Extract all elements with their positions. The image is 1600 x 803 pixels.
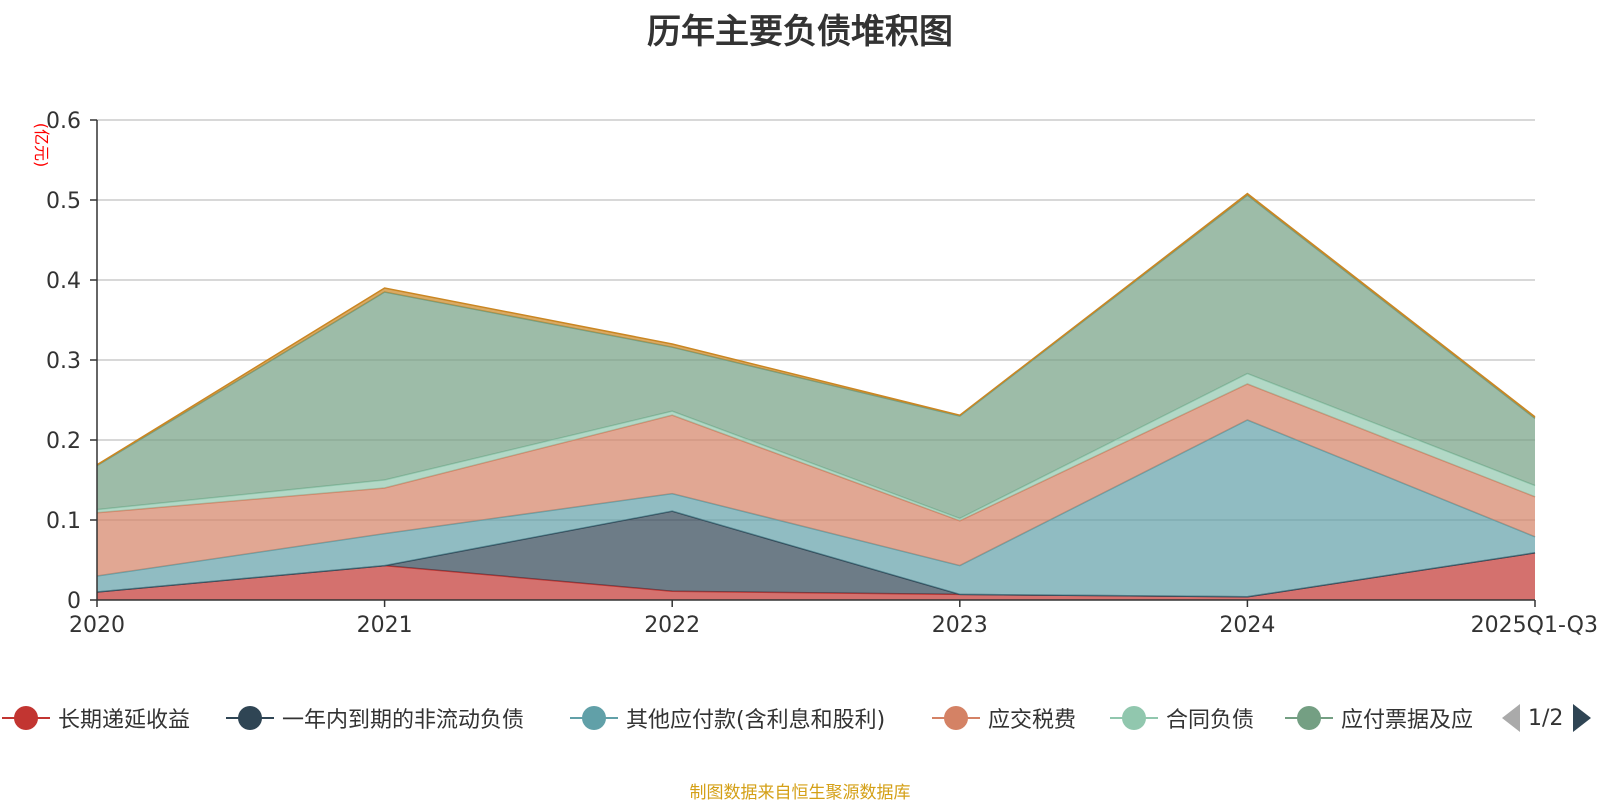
area-series-1 bbox=[97, 511, 1535, 597]
x-tick-label: 2022 bbox=[644, 613, 700, 638]
legend-item[interactable]: 长期递延收益 bbox=[0, 700, 190, 736]
y-tick-label: 0.6 bbox=[46, 109, 81, 134]
area-series-2 bbox=[97, 420, 1535, 597]
x-tick-label: 2020 bbox=[69, 613, 125, 638]
legend-next-page-icon[interactable] bbox=[1573, 704, 1592, 732]
legend-swatch-icon bbox=[930, 700, 982, 736]
legend-item[interactable]: 一年内到期的非流动负债 bbox=[224, 700, 524, 736]
legend-item[interactable]: 应交税费 bbox=[930, 700, 1076, 736]
line-series-6 bbox=[96, 192, 1536, 466]
area-series-0 bbox=[97, 552, 1535, 600]
legend-item[interactable]: 应付票据及应 bbox=[1283, 700, 1473, 736]
source-note: 制图数据来自恒生聚源数据库 bbox=[689, 783, 911, 803]
legend-pager: 1/2 bbox=[1502, 700, 1592, 736]
legend-label: 一年内到期的非流动负债 bbox=[282, 708, 525, 733]
legend-label: 应交税费 bbox=[988, 708, 1077, 733]
area-series-5 bbox=[97, 195, 1535, 519]
y-tick-label: 0 bbox=[67, 589, 81, 614]
y-tick-label: 0.1 bbox=[46, 509, 81, 534]
legend-label: 其他应付款(含利息和股利) bbox=[626, 708, 886, 733]
legend-label: 应付票据及应 bbox=[1341, 708, 1474, 733]
x-tick-label: 2024 bbox=[1219, 613, 1275, 638]
y-tick-label: 0.2 bbox=[46, 429, 81, 454]
x-tick-label: 2023 bbox=[932, 613, 988, 638]
y-tick-label: 0.4 bbox=[46, 269, 81, 294]
legend-label: 合同负债 bbox=[1166, 708, 1255, 733]
legend-page-indicator: 1/2 bbox=[1528, 705, 1564, 731]
area-series-3 bbox=[97, 384, 1535, 576]
legend-swatch-icon bbox=[224, 700, 276, 736]
y-tick-label: 0.5 bbox=[46, 189, 81, 214]
legend-label: 长期递延收益 bbox=[58, 708, 191, 733]
legend-item[interactable]: 其他应付款(含利息和股利) bbox=[568, 700, 885, 736]
x-tick-label: 2021 bbox=[357, 613, 413, 638]
legend-swatch-icon bbox=[1283, 700, 1335, 736]
legend-swatch-icon bbox=[0, 700, 52, 736]
legend: 1/2 长期递延收益 一年内到期的非流动负债 其他应付款(含利息和股利) 应交税费 合同… bbox=[0, 700, 1600, 736]
chart-title: 历年主要负债堆积图 bbox=[647, 12, 953, 52]
legend-swatch-icon bbox=[1108, 700, 1160, 736]
y-axis-unit-label: (亿元) bbox=[32, 123, 51, 168]
legend-item[interactable]: 合同负债 bbox=[1108, 700, 1254, 736]
legend-swatch-icon bbox=[568, 700, 620, 736]
x-tick-label: 2025Q1-Q3 bbox=[1471, 613, 1598, 638]
y-tick-label: 0.3 bbox=[46, 349, 81, 374]
legend-prev-page-icon[interactable] bbox=[1502, 704, 1520, 732]
